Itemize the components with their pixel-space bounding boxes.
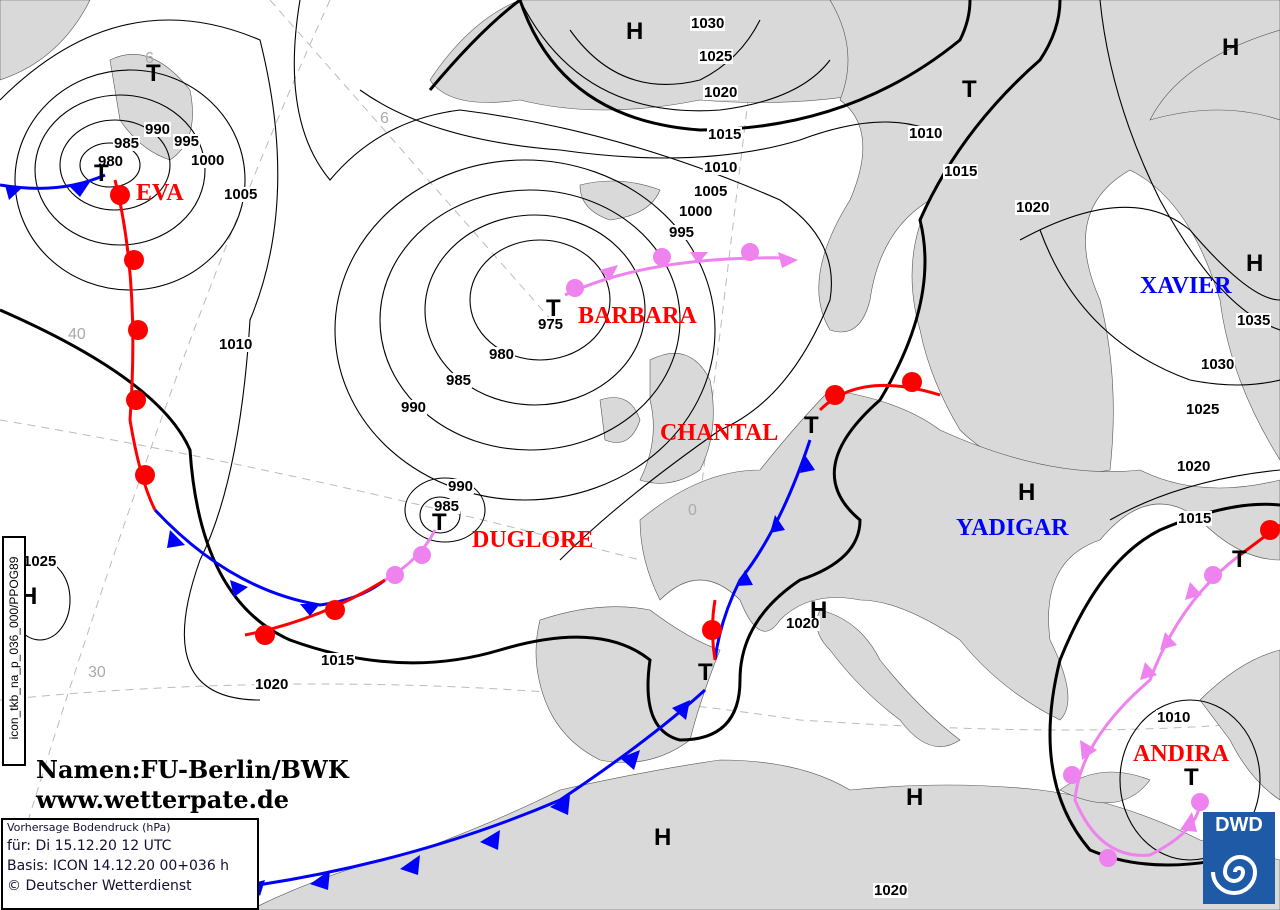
isobar-label: 990 [447,478,475,495]
model-id: icon_tkb_na_p_036_000/PPOG89 [7,556,21,740]
occluded-front-andira [1073,553,1241,857]
isobar-label: 980 [488,346,516,363]
dwd-logo-text: DWD [1215,814,1263,836]
isobar-label: 1020 [703,84,739,101]
grid-label: 6 [380,110,389,127]
isobar-label: 1035 [1236,312,1272,329]
isobar-label: 1015 [1177,510,1213,527]
isobar-label: 1015 [943,163,979,180]
high-center: H [654,824,672,851]
info-box: Vorhersage Bodendruck (hPa) für: Di 15.1… [1,818,259,910]
low-center: T [804,412,819,439]
high-center: H [1018,479,1036,506]
system-name-eva: EVA [136,180,184,206]
isobar-label: 985 [433,498,461,515]
graticule [0,0,1280,881]
dwd-logo: DWD [1203,812,1275,904]
isobar-label: 1020 [785,615,821,632]
isobar-label: 990 [400,399,428,416]
high-center: H [810,597,828,624]
system-name-andira: ANDIRA [1133,741,1229,767]
info-copyright: © Deutscher Wetterdienst [7,878,192,894]
system-name-barbara: BARBARA [578,303,697,329]
low-center: T [1232,546,1247,573]
isobar-label: 1020 [1176,458,1212,475]
isobar-label: 1030 [1200,356,1236,373]
isobar-label: 1010 [703,159,739,176]
isobars [0,0,1280,861]
isobar-label: 1025 [1185,401,1221,418]
isobar-label: 1010 [908,125,944,142]
system-name-xavier: XAVIER [1140,273,1232,299]
isobar-label: 1000 [678,203,714,220]
system-name-duglore: DUGLORE [472,527,594,553]
isobar-label: 985 [113,135,141,152]
info-base: Basis: ICON 14.12.20 00+036 h [7,858,230,874]
names-credit: Namen:FU-Berlin/BWK [36,755,349,784]
isobar-label: 1015 [707,126,743,143]
occluded-front-barbara [564,256,791,297]
isobar-label: 1000 [190,152,226,169]
isobar-label: 1015 [320,652,356,669]
isobar-label: 985 [445,372,473,389]
high-center: H [1222,34,1240,61]
low-center: T [698,659,713,686]
isobar-label: 980 [97,153,125,170]
fronts [0,173,1280,896]
system-name-yadigar: YADIGAR [956,515,1069,541]
system-name-chantal: CHANTAL [660,420,779,446]
low-center: T [94,160,109,187]
swirl-icon [1211,855,1258,895]
high-center: H [626,18,644,45]
isobar-label: 1010 [1156,709,1192,726]
grid-label: 6 [145,50,154,67]
low-center: T [546,295,561,322]
info-title: Vorhersage Bodendruck (hPa) [7,821,171,834]
isobar-label: 975 [537,316,565,333]
grid-label: 0 [688,502,697,519]
isobar-label: 995 [173,133,201,150]
isobar-label: 1030 [690,15,726,32]
warm-front-eva [113,179,157,511]
low-center: T [1184,764,1199,791]
isobar-label: 1020 [1015,199,1051,216]
isobar-label: 1020 [254,676,290,693]
bold-isobars [0,0,1280,867]
high-center: H [1246,250,1264,277]
isobar-label: 995 [668,224,696,241]
isobar-label: 1020 [873,882,909,899]
isobar-label: 1025 [698,48,734,65]
isobar-label: 1005 [223,186,259,203]
isobar-label: 990 [144,121,172,138]
low-center: T [146,60,161,87]
low-center: T [962,76,977,103]
grid-label: 30 [88,664,106,681]
low-center: T [432,509,447,536]
info-valid-time: für: Di 15.12.20 12 UTC [7,838,172,854]
website-credit: www.wetterpate.de [36,785,290,814]
cold-front-eva [0,173,386,607]
isobar-label: 1025 [22,553,58,570]
grid-label: 40 [68,326,86,343]
high-center: H [906,784,924,811]
isobar-label: 1005 [693,183,729,200]
model-id-box: icon_tkb_na_p_036_000/PPOG89 [2,536,26,766]
isobar-label: 1010 [218,336,254,353]
